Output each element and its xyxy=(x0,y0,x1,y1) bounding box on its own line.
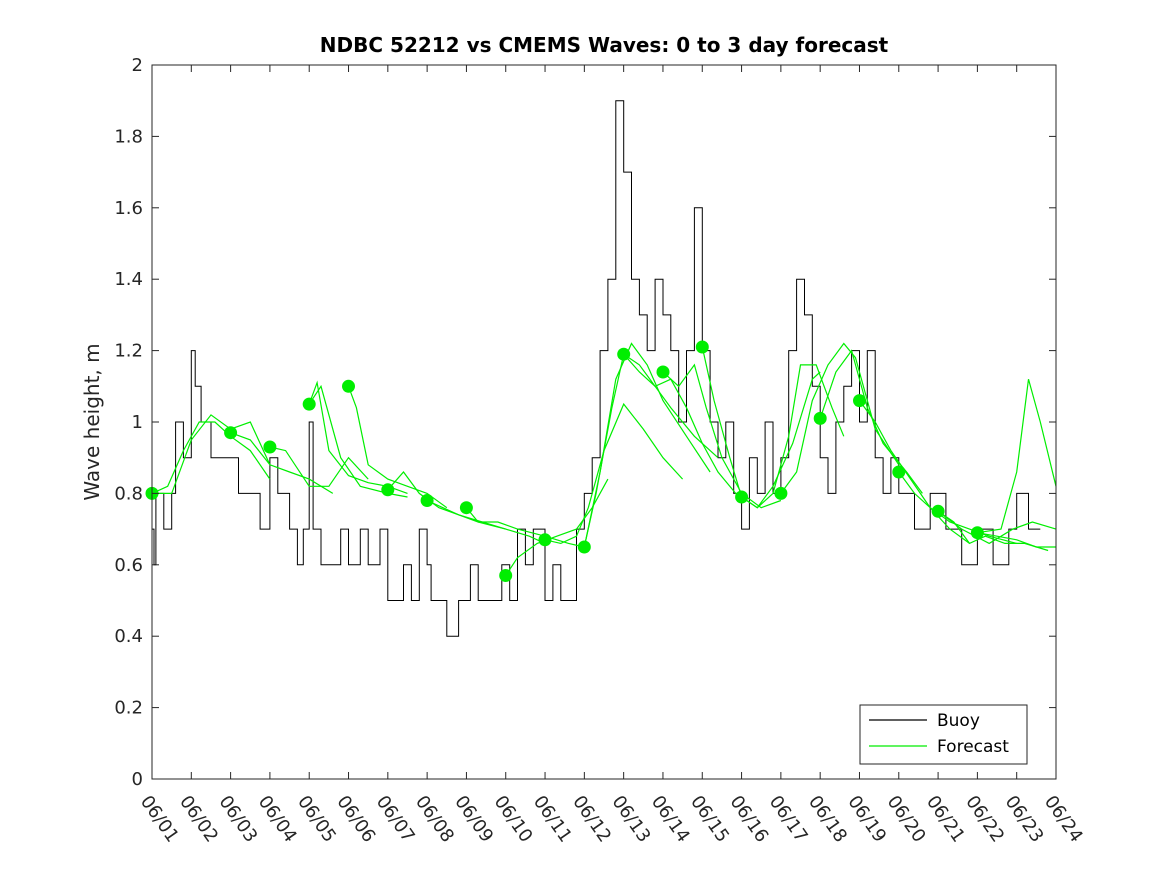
forecast-marker xyxy=(931,504,945,518)
x-tick-label: 06/12 xyxy=(568,792,615,847)
x-tick-label: 06/06 xyxy=(332,792,379,847)
forecast-marker xyxy=(853,394,866,408)
x-tick-label: 06/03 xyxy=(215,792,262,847)
x-tick-label: 06/17 xyxy=(765,792,812,847)
forecast-marker xyxy=(499,569,513,582)
forecast-marker xyxy=(224,426,238,440)
x-tick-label: 06/21 xyxy=(922,792,969,847)
forecast-marker xyxy=(381,483,395,497)
y-tick-label: 1.2 xyxy=(114,341,143,362)
buoy-series xyxy=(152,100,1041,637)
y-tick-label: 0 xyxy=(132,769,143,790)
forecast-line xyxy=(623,353,743,501)
forecast-marker xyxy=(617,347,631,361)
x-tick-label: 06/09 xyxy=(450,792,497,847)
forecast-line xyxy=(819,349,923,494)
x-tick-label: 06/16 xyxy=(725,792,772,847)
forecast-line xyxy=(977,532,1056,548)
x-tick-label: 06/20 xyxy=(883,792,930,847)
forecast-marker xyxy=(656,365,670,379)
forecast-marker xyxy=(420,494,434,507)
forecast-line xyxy=(151,421,271,494)
forecast-marker xyxy=(459,501,473,515)
forecast-line xyxy=(898,471,1017,544)
forecast-marker xyxy=(577,540,591,554)
y-tick-label: 0.4 xyxy=(114,626,143,647)
x-tick-label: 06/18 xyxy=(804,792,851,847)
y-tick-label: 0.2 xyxy=(114,698,143,719)
forecast-markers xyxy=(145,340,984,582)
forecast-line xyxy=(662,363,782,509)
y-tick-label: 1.6 xyxy=(114,198,143,219)
forecast-marker xyxy=(263,440,277,454)
y-tick-label: 2 xyxy=(132,55,143,76)
forecast-line xyxy=(583,342,711,548)
x-tick-label: 06/11 xyxy=(529,792,576,847)
x-tick-label: 06/08 xyxy=(411,792,458,847)
forecast-marker xyxy=(892,465,906,479)
x-tick-label: 06/19 xyxy=(843,792,890,847)
x-tick-label: 06/24 xyxy=(1040,792,1087,847)
y-tick-label: 1 xyxy=(132,412,143,433)
forecast-marker xyxy=(538,533,552,547)
forecast-line xyxy=(269,446,369,487)
x-tick-label: 06/10 xyxy=(490,792,537,847)
forecast-marker xyxy=(695,340,709,354)
forecast-series xyxy=(151,342,1057,576)
legend-buoy-label: Buoy xyxy=(937,711,980,731)
y-axis-label: Wave height, m xyxy=(80,343,104,500)
forecast-line xyxy=(152,414,271,494)
forecast-line xyxy=(977,379,1057,534)
x-tick-label: 06/23 xyxy=(1001,792,1048,847)
forecast-marker xyxy=(813,411,827,425)
x-tick-label: 06/05 xyxy=(293,792,340,847)
x-tick-label: 06/02 xyxy=(175,792,222,847)
legend-box xyxy=(859,704,1028,765)
forecast-line xyxy=(859,400,970,544)
forecast-line xyxy=(741,364,845,509)
x-tick-label: 06/01 xyxy=(136,792,183,847)
forecast-marker xyxy=(735,490,749,504)
forecast-line xyxy=(347,386,448,509)
forecast-line xyxy=(937,510,1057,545)
y-tick-label: 1.8 xyxy=(114,126,143,147)
x-tick-label: 06/14 xyxy=(647,792,694,847)
y-tick-label: 1.4 xyxy=(114,269,143,290)
forecast-marker xyxy=(774,486,788,500)
forecast-line xyxy=(230,432,334,494)
x-tick-label: 06/22 xyxy=(961,792,1008,847)
forecast-marker xyxy=(970,526,984,540)
forecast-marker xyxy=(342,379,355,393)
forecast-line xyxy=(465,507,585,548)
x-tick-label: 06/15 xyxy=(686,792,733,847)
y-tick-label: 0.6 xyxy=(114,555,143,576)
x-tick-label: 06/13 xyxy=(608,792,655,847)
x-tick-label: 06/07 xyxy=(372,792,419,847)
legend-forecast-label: Forecast xyxy=(937,737,1009,757)
legend: Buoy Forecast xyxy=(859,704,1028,765)
chart-title: NDBC 52212 vs CMEMS Waves: 0 to 3 day fo… xyxy=(320,33,889,57)
forecast-line xyxy=(937,510,1049,552)
plot-area xyxy=(152,65,1056,779)
forecast-marker xyxy=(302,397,316,411)
x-tick-label: 06/04 xyxy=(254,792,301,847)
y-axis: 0 0.2 0.4 0.6 0.8 1 1.2 1.4 1.6 1.8 2 xyxy=(114,55,1056,790)
buoy-line xyxy=(152,100,1041,637)
y-tick-label: 0.8 xyxy=(114,483,143,504)
